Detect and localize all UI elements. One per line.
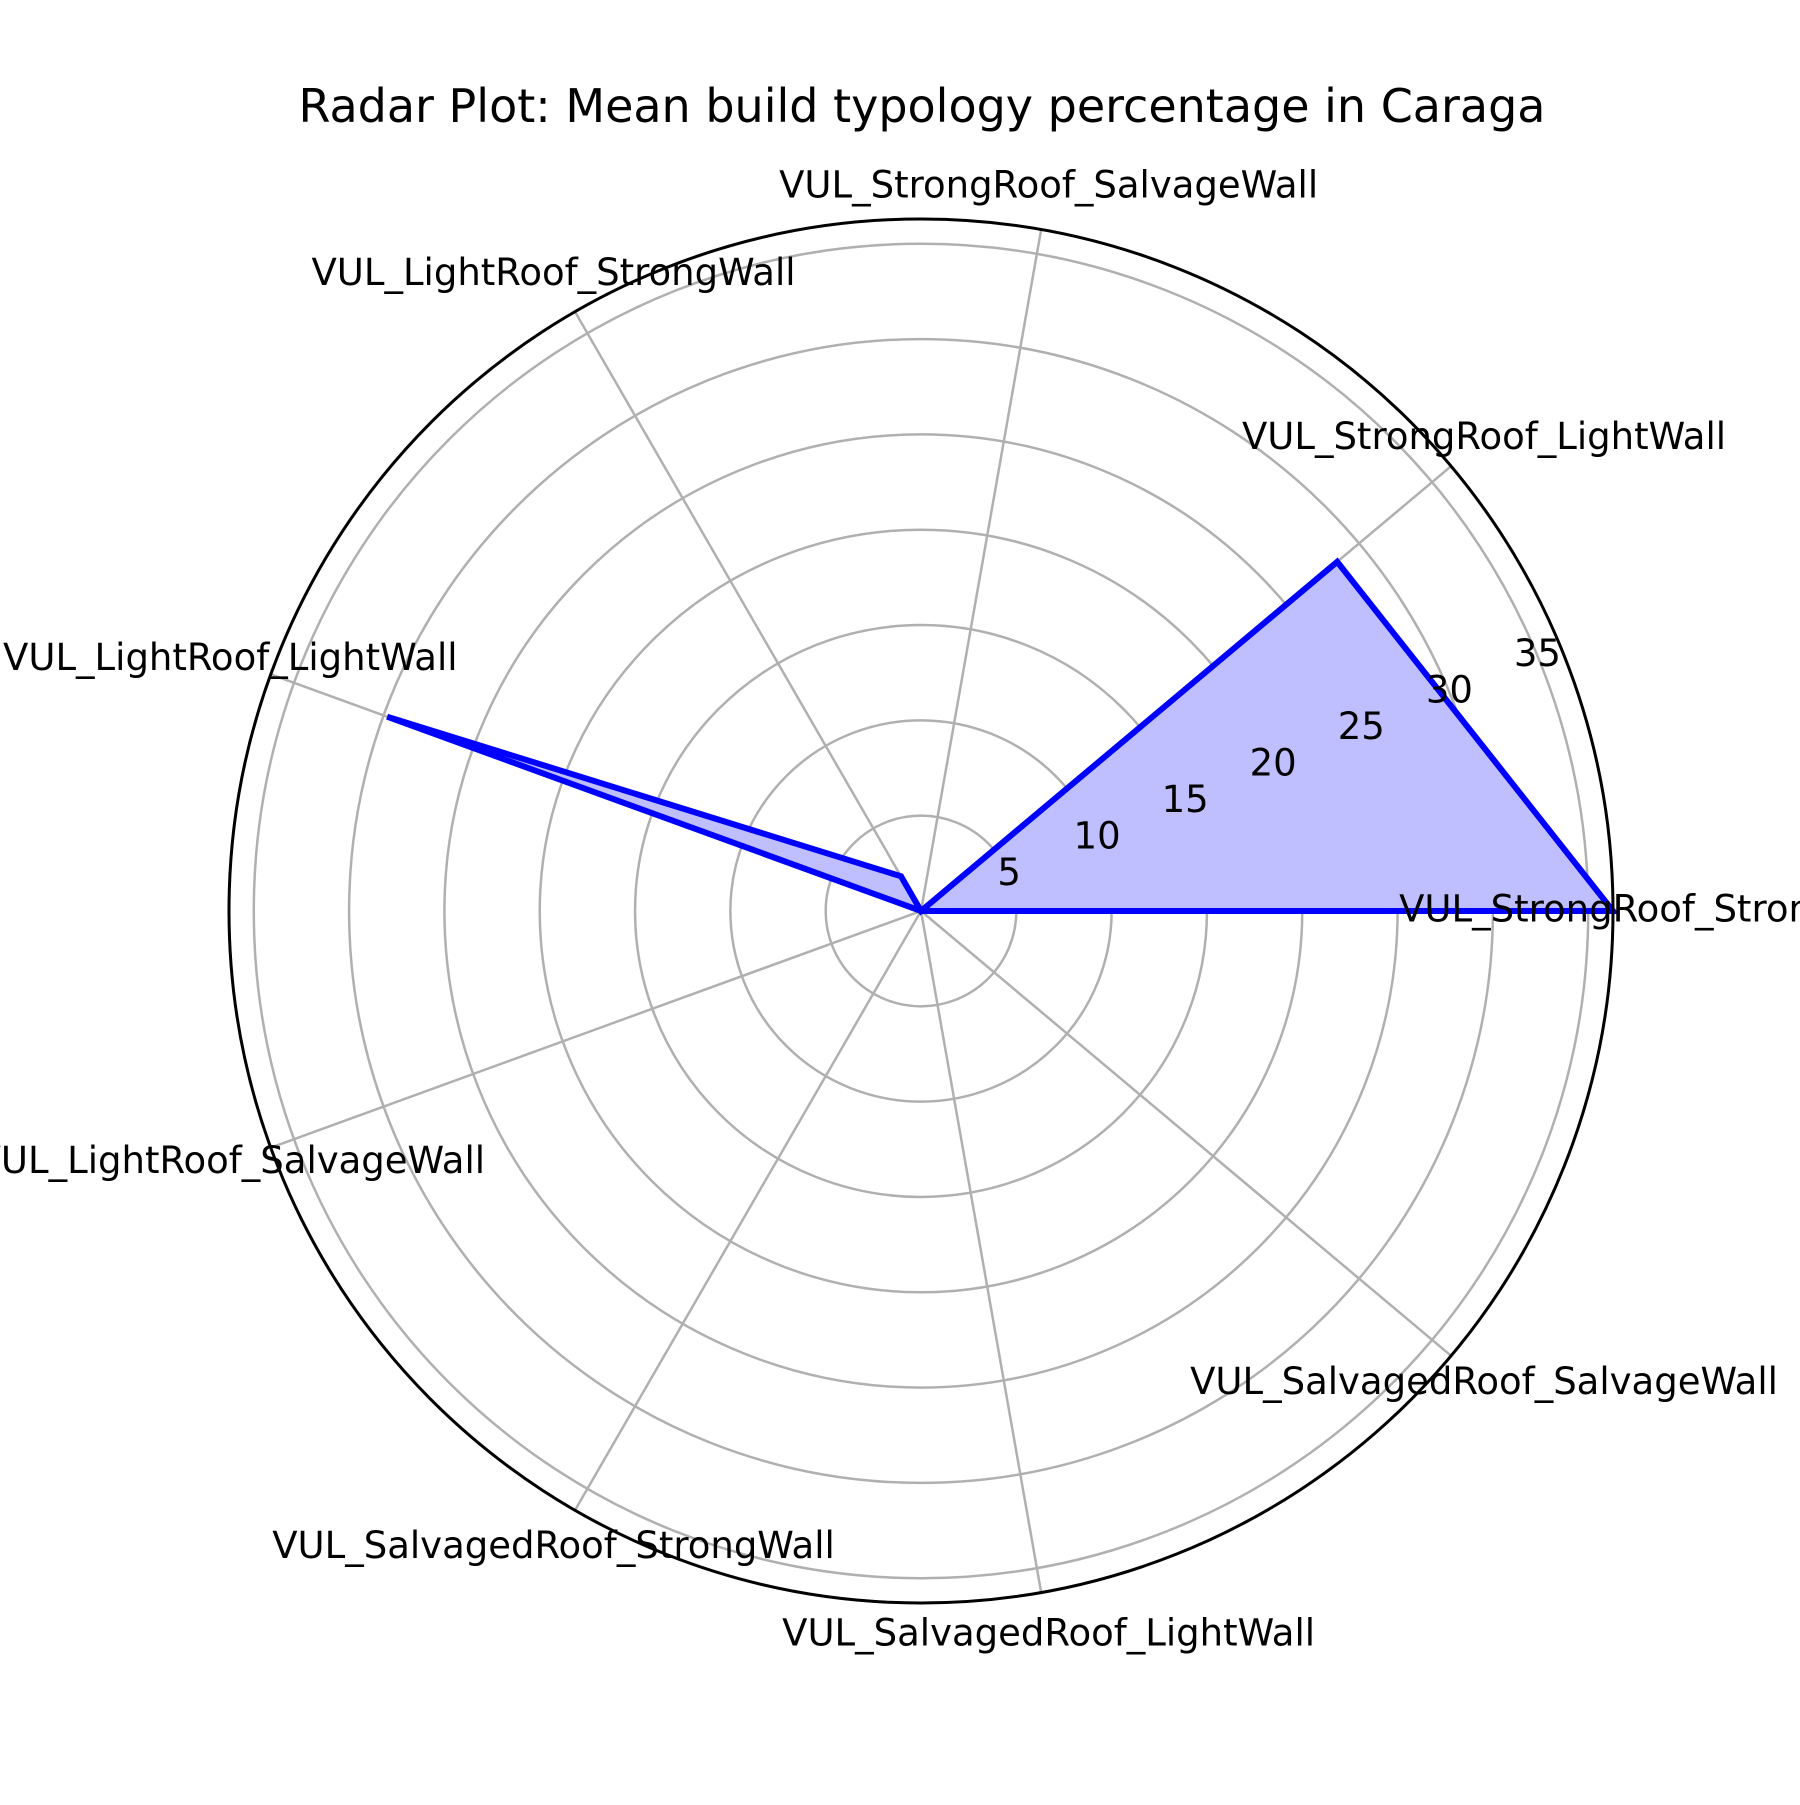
axis-label: VUL_StrongRoof_LightWall — [1242, 415, 1726, 458]
axis-label: VUL_LightRoof_StrongWall — [311, 251, 795, 294]
r-tick-label: 10 — [1074, 815, 1121, 858]
r-tick-label: 30 — [1426, 669, 1473, 712]
grid-spoke — [919, 910, 1043, 1593]
outer-frame — [227, 217, 1615, 1605]
axis-label: VUL_SalvagedRoof_StrongWall — [272, 1524, 835, 1567]
axis-label: VUL_LightRoof_LightWall — [3, 636, 457, 679]
axis-label: VUL_LightRoof_SalvageWall — [0, 1139, 485, 1182]
grid-spoke — [573, 311, 923, 912]
grid-spoke — [920, 910, 1452, 1357]
axis-label: VUL_StrongRoof_StrongWall — [1399, 888, 1800, 931]
r-tick-label: 5 — [997, 851, 1021, 894]
grid-spoke — [270, 909, 922, 1149]
grid-spoke — [573, 910, 923, 1511]
axis-label: VUL_StrongRoof_SalvageWall — [779, 164, 1318, 207]
tick-layer: 5 10 15 20 25 30 35 — [997, 632, 1561, 894]
r-tick-label: 25 — [1338, 705, 1385, 748]
r-tick-label: 20 — [1250, 742, 1297, 785]
axis-label: VUL_SalvagedRoof_SalvageWall — [1190, 1360, 1778, 1403]
axis-label: VUL_SalvagedRoof_LightWall — [782, 1611, 1315, 1654]
grid-spoke — [919, 229, 1043, 912]
series-polygon — [386, 557, 1620, 916]
r-tick-label: 35 — [1514, 632, 1561, 675]
chart-title: Radar Plot: Mean build typology percenta… — [299, 79, 1546, 133]
r-tick-label: 15 — [1162, 778, 1209, 821]
axis-label-layer: VUL_StrongRoof_StrongWall VUL_StrongRoof_… — [0, 164, 1800, 1655]
data-layer — [227, 217, 1620, 1605]
